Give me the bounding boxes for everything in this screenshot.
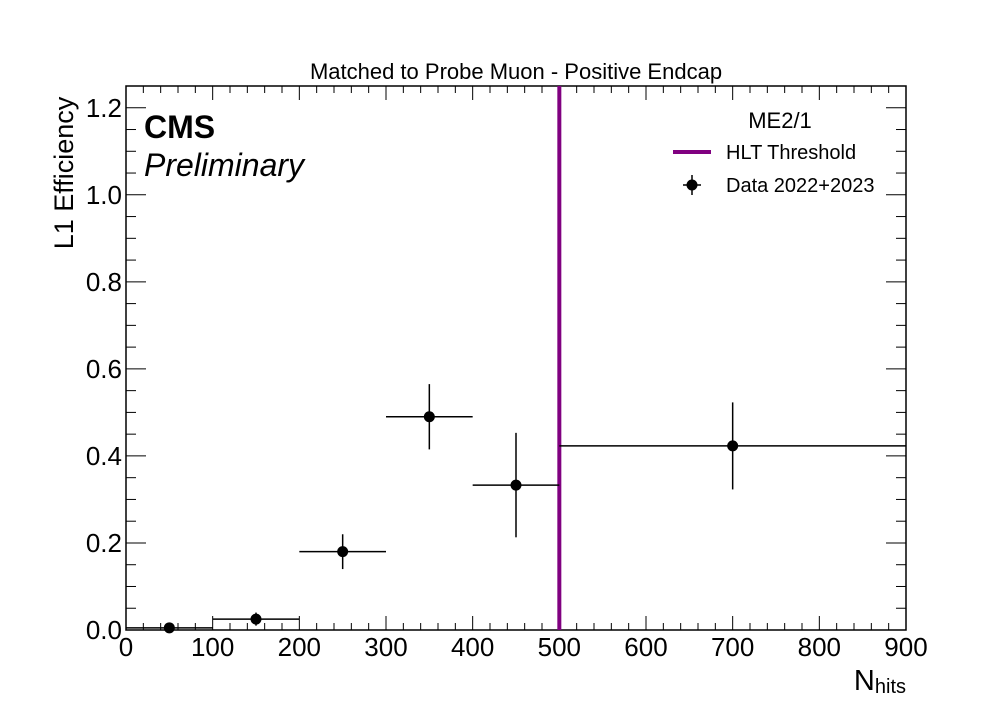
x-axis-label: Nhits xyxy=(854,665,906,698)
y-tick-label: 0.2 xyxy=(86,528,122,558)
x-tick-label: 500 xyxy=(538,632,581,662)
legend: ME2/1 HLT Threshold Data 2022+2023 xyxy=(673,108,874,197)
x-tick-label: 900 xyxy=(884,632,927,662)
data-point xyxy=(163,622,175,634)
data-point xyxy=(510,479,522,491)
y-axis-title: L1 Efficiency xyxy=(49,96,79,249)
legend-data-label: Data 2022+2023 xyxy=(726,175,874,197)
y-tick-label: 0.6 xyxy=(86,354,122,384)
y-tick-label: 0.4 xyxy=(86,441,122,471)
x-tick-label: 100 xyxy=(191,632,234,662)
y-tick-label: 0.8 xyxy=(86,267,122,297)
x-tick-label: 700 xyxy=(711,632,754,662)
legend-threshold-label: HLT Threshold xyxy=(726,142,856,164)
x-axis-label-main: N xyxy=(854,665,875,697)
legend-data-swatch-marker xyxy=(686,179,698,191)
x-axis-label-sub: hits xyxy=(875,676,906,698)
data-point xyxy=(423,411,435,423)
chart-title: Matched to Probe Muon - Positive Endcap xyxy=(310,59,722,84)
cms-label: CMS xyxy=(144,109,215,145)
preliminary-label: Preliminary xyxy=(144,147,306,183)
legend-title: ME2/1 xyxy=(748,108,812,133)
x-tick-label: 600 xyxy=(624,632,667,662)
data-point xyxy=(727,440,739,452)
plot-area: 0 100 200 300 400 500 600 700 800 900 0.0 0.2 0.4 0.6… xyxy=(86,85,928,662)
data-point xyxy=(337,546,349,558)
y-tick-label: 1.2 xyxy=(86,93,122,123)
x-tick-label: 0 xyxy=(119,632,133,662)
y-axis-label: L1 Efficiency xyxy=(49,96,79,249)
plot-frame xyxy=(125,85,907,631)
data-point xyxy=(250,613,262,625)
x-tick-label: 300 xyxy=(364,632,407,662)
x-tick-label: 400 xyxy=(451,632,494,662)
x-tick-label: 200 xyxy=(278,632,321,662)
y-tick-label: 0.0 xyxy=(86,615,122,645)
y-tick-label: 1.0 xyxy=(86,180,122,210)
x-tick-label: 800 xyxy=(798,632,841,662)
